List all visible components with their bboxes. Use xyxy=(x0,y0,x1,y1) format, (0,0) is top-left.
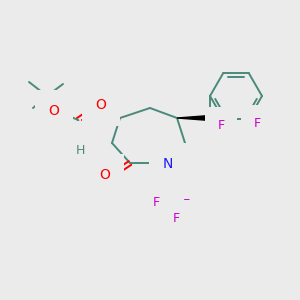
Text: H: H xyxy=(75,145,85,158)
Text: O: O xyxy=(96,98,106,112)
Text: N: N xyxy=(85,135,95,149)
Text: F: F xyxy=(152,196,160,208)
Text: F: F xyxy=(172,212,180,226)
Text: O: O xyxy=(49,104,59,118)
Text: F: F xyxy=(218,119,225,132)
Text: N: N xyxy=(163,157,173,171)
Text: O: O xyxy=(100,168,110,182)
Text: F: F xyxy=(254,117,261,130)
Text: F: F xyxy=(182,199,190,212)
Polygon shape xyxy=(177,116,210,121)
